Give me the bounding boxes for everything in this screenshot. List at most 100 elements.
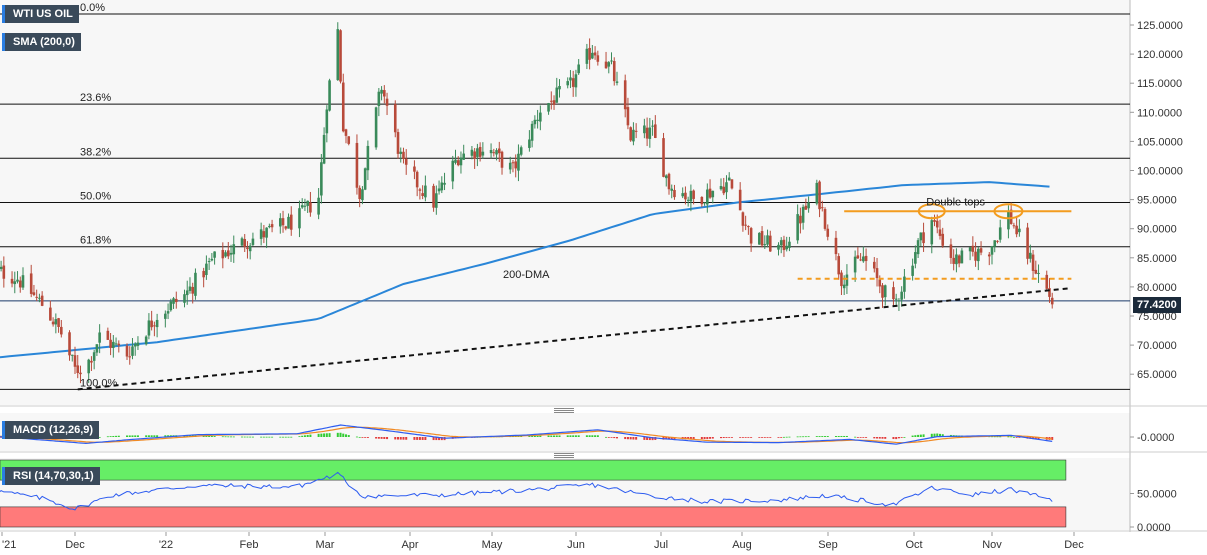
macd-histogram-bar (418, 437, 421, 440)
time-axis-label: Sep (818, 539, 838, 551)
macd-histogram-bar (380, 437, 383, 439)
candle-body (610, 60, 613, 62)
macd-histogram-bar (279, 436, 282, 438)
macd-histogram-bar (878, 437, 881, 439)
candle-body (473, 151, 476, 159)
time-axis-label: Mar (316, 539, 335, 551)
macd-indicator-tag[interactable]: MACD (12,26,9) (2, 421, 100, 439)
candle-body (837, 256, 841, 275)
candle-body (552, 100, 556, 105)
price-axis-label: 65.0000 (1137, 369, 1177, 381)
macd-histogram-bar (873, 437, 876, 439)
candle-body (651, 125, 654, 127)
macd-histogram-bar (615, 437, 618, 439)
candle-body (432, 185, 435, 208)
macd-histogram-bar (777, 437, 780, 438)
candle-body (169, 301, 173, 311)
candle-body (938, 229, 942, 236)
candle-body (54, 319, 58, 325)
price-axis-label: 110.0000 (1137, 107, 1182, 119)
candle-body (591, 52, 594, 59)
candle-body (16, 279, 19, 282)
candle-body (339, 30, 342, 82)
macd-histogram-bar (709, 437, 712, 439)
macd-histogram-bar (262, 436, 265, 438)
macd-histogram-bar (750, 437, 753, 438)
candle-body (990, 246, 994, 255)
macd-histogram-bar (903, 436, 906, 438)
candle-body (996, 240, 999, 242)
candle-body (347, 136, 351, 144)
candle-body (262, 231, 266, 238)
macd-histogram-bar (785, 436, 788, 438)
candle-body (662, 138, 665, 177)
macd-histogram-bar (780, 437, 783, 438)
candle-body (719, 186, 723, 190)
macd-histogram-bar (574, 435, 577, 437)
price-axis-label: 125.0000 (1137, 20, 1183, 32)
candle-body (18, 280, 22, 288)
candle-body (1012, 225, 1016, 227)
candle-body (164, 313, 167, 319)
candle-body (155, 319, 159, 328)
macd-histogram-bar (941, 434, 944, 437)
candle-body (481, 151, 485, 156)
time-axis-label: Dec (65, 539, 85, 551)
macd-histogram-bar (416, 437, 419, 440)
macd-histogram-bar (632, 437, 635, 440)
macd-histogram-bar (147, 435, 150, 437)
candle-body (1015, 225, 1018, 235)
macd-histogram-bar (145, 435, 148, 437)
candle-body (914, 252, 917, 264)
rsi-oversold-zone (0, 506, 1067, 528)
rsi-indicator-tag[interactable]: RSI (14,70,30,1) (2, 467, 100, 485)
candle-body (547, 103, 550, 112)
price-axis-label: 115.0000 (1137, 78, 1182, 90)
candle-body (903, 276, 906, 292)
candle-body (259, 229, 263, 239)
macd-histogram-bar (728, 437, 731, 438)
candle-body (153, 325, 156, 327)
candle-body (95, 344, 99, 353)
macd-histogram-bar (900, 437, 903, 438)
macd-histogram-bar (323, 433, 326, 437)
candle-body (133, 343, 137, 347)
candle-body (125, 345, 129, 357)
macd-histogram-bar (208, 435, 211, 437)
candle-body (796, 214, 799, 241)
candle-body (38, 297, 41, 299)
candle-body (1050, 297, 1054, 305)
macd-histogram-bar (892, 437, 895, 440)
candle-body (979, 248, 983, 253)
candle-body (763, 244, 767, 246)
rsi-pane-resize-handle[interactable] (554, 453, 574, 459)
candle-body (711, 190, 715, 198)
candle-body (51, 321, 55, 325)
macd-histogram-bar (424, 437, 427, 441)
candle-body (930, 220, 934, 245)
macd-pane-resize-handle[interactable] (554, 408, 574, 414)
candle-body (530, 123, 534, 141)
sma-indicator-tag[interactable]: SMA (200,0) (2, 33, 81, 51)
candle-body (632, 129, 635, 142)
macd-histogram-bar (306, 434, 309, 437)
candle-body (881, 285, 884, 298)
macd-histogram-bar (298, 436, 301, 438)
macd-histogram-bar (758, 437, 761, 438)
instrument-tag[interactable]: WTI US OIL (2, 5, 79, 23)
candle-body (320, 162, 323, 196)
macd-histogram-bar (213, 436, 216, 437)
candle-body (949, 244, 953, 258)
candle-body (612, 61, 616, 82)
macd-histogram-bar (796, 436, 799, 438)
macd-histogram-bar (1018, 437, 1021, 438)
macd-line (0, 424, 1053, 445)
candle-body (440, 182, 444, 191)
candle-body (35, 296, 38, 298)
price-axis-label: 80.0000 (1137, 282, 1177, 294)
candle-body (744, 224, 747, 226)
macd-histogram-bar (136, 435, 139, 437)
candle-body (361, 189, 364, 201)
macd-histogram-bar (528, 436, 531, 437)
candle-body (801, 206, 805, 223)
